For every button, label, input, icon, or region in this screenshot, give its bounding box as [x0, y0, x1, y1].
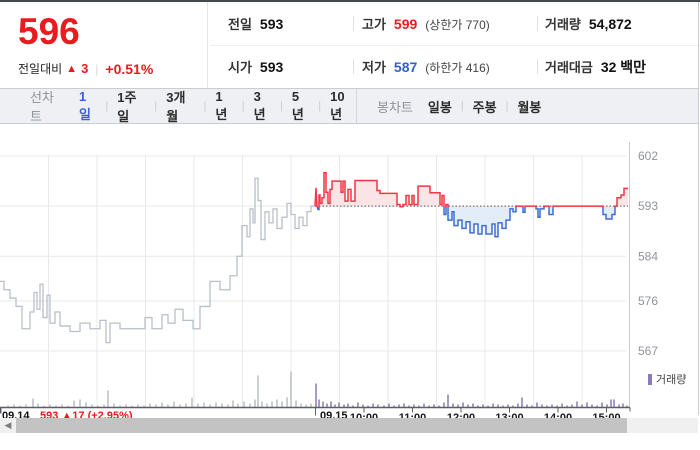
price-header: 596 전일대비 ▲ 3 | +0.51% 전일 593 고가 599 (상한가… [0, 2, 698, 88]
page-top-border [0, 0, 700, 2]
candle-chart-tabs: 일봉 | 주봉 | 월봉 [427, 97, 542, 116]
y-axis-tick-label: 602 [638, 149, 658, 163]
prev-close-cell: 전일 593 [228, 14, 283, 33]
trade-value-value: 32 백만 [600, 58, 647, 75]
tab-candle-period-1[interactable]: 일봉 [427, 99, 452, 115]
tab-line-period-6[interactable]: 5년 [291, 89, 304, 122]
y-axis-tick-label: 593 [638, 199, 658, 213]
y-axis-tick-label: 584 [638, 249, 658, 263]
volume-label: 거래량 [545, 17, 581, 32]
prev-close-value: 593 [259, 16, 284, 32]
tab-line-period-7[interactable]: 10년 [330, 89, 345, 122]
volume-value: 54,872 [588, 16, 632, 32]
volume-legend-swatch-icon [648, 373, 652, 385]
cell-separator [353, 16, 354, 31]
price-change-row: 전일대비 ▲ 3 | +0.51% [18, 60, 198, 77]
line-chart-tabs: 1일 | 1주일 | 3개월 | 1년 | 3년 | 5년 | 10년 [78, 87, 355, 125]
low-label: 저가 [362, 60, 386, 75]
tab-separator: | [505, 100, 509, 112]
current-price-block: 596 전일대비 ▲ 3 | +0.51% [18, 10, 198, 77]
cell-separator [537, 59, 538, 74]
info-row-2: 시가 593 저가 587 (하한가 416) 거래대금 32 백만 [210, 45, 698, 88]
tab-separator: | [279, 100, 283, 112]
stock-info-table: 전일 593 고가 599 (상한가 770) 거래량 54,872 시가 59… [210, 2, 698, 88]
volume-cell: 거래량 54,872 [545, 14, 632, 33]
tab-line-period-5[interactable]: 3년 [253, 89, 266, 122]
tab-line-period-4[interactable]: 1년 [215, 89, 228, 122]
cell-separator [537, 16, 538, 31]
tabbar-divider [356, 89, 357, 123]
line-chart-tab-group: 선차트 1일 | 1주일 | 3개월 | 1년 | 3년 | 5년 | 10년 [0, 87, 355, 125]
change-percent: +0.51% [105, 60, 154, 77]
candle-chart-tab-group: 봉차트 일봉 | 주봉 | 월봉 [355, 89, 542, 123]
info-row-divider [210, 45, 698, 46]
open-price-cell: 시가 593 [228, 57, 283, 76]
up-arrow-icon: ▲ [66, 62, 78, 75]
scrollbar-thumb[interactable] [16, 418, 627, 433]
tab-separator: | [105, 100, 109, 112]
volume-legend: 거래량 [648, 371, 686, 387]
tab-line-period-3[interactable]: 3개월 [166, 90, 186, 124]
low-price-cell: 저가 587 (하한가 416) [362, 57, 490, 76]
y-axis-tick-label: 576 [638, 294, 658, 308]
current-price: 596 [18, 11, 80, 52]
chart-period-tabbar: 선차트 1일 | 1주일 | 3개월 | 1년 | 3년 | 5년 | 10년 봉차트 일봉 | 주봉 | 월봉 [0, 88, 698, 124]
tab-separator: | [241, 100, 245, 112]
tab-line-period-1[interactable]: 1일 [78, 89, 91, 122]
change-separator: | [95, 61, 99, 76]
high-label: 고가 [362, 17, 386, 32]
upper-limit-text: (상한가 770) [425, 18, 490, 32]
line-chart-group-label: 선차트 [30, 90, 54, 124]
lower-limit-text: (하한가 416) [425, 61, 490, 75]
volume-legend-label: 거래량 [656, 374, 687, 386]
low-value: 587 [393, 59, 418, 75]
scroll-left-arrow-icon[interactable]: ◀ [0, 418, 16, 433]
high-price-cell: 고가 599 (상한가 770) [362, 14, 490, 33]
tab-candle-period-3[interactable]: 월봉 [517, 99, 542, 115]
header-divider [207, 2, 208, 88]
trade-value-label: 거래대금 [545, 59, 593, 75]
candle-chart-group-label: 봉차트 [377, 99, 413, 115]
open-label: 시가 [228, 60, 252, 75]
tab-separator: | [318, 100, 322, 112]
change-label: 전일대비 [18, 62, 63, 76]
change-value: 3 [81, 61, 89, 76]
tab-separator: | [460, 100, 464, 112]
tab-separator: | [154, 100, 158, 112]
y-axis-tick-label: 567 [638, 344, 658, 358]
chart-horizontal-scrollbar[interactable]: ◀ [0, 418, 698, 433]
info-row-1: 전일 593 고가 599 (상한가 770) 거래량 54,872 [210, 2, 698, 45]
open-value: 593 [259, 59, 284, 75]
tab-candle-period-2[interactable]: 주봉 [472, 99, 497, 115]
trade-value-cell: 거래대금 32 백만 [545, 57, 646, 77]
cell-separator [353, 59, 354, 74]
prev-close-label: 전일 [228, 17, 252, 32]
tab-line-period-2[interactable]: 1주일 [117, 90, 137, 124]
page-right-border [698, 2, 699, 415]
high-value: 599 [393, 16, 418, 32]
tab-separator: | [203, 100, 207, 112]
